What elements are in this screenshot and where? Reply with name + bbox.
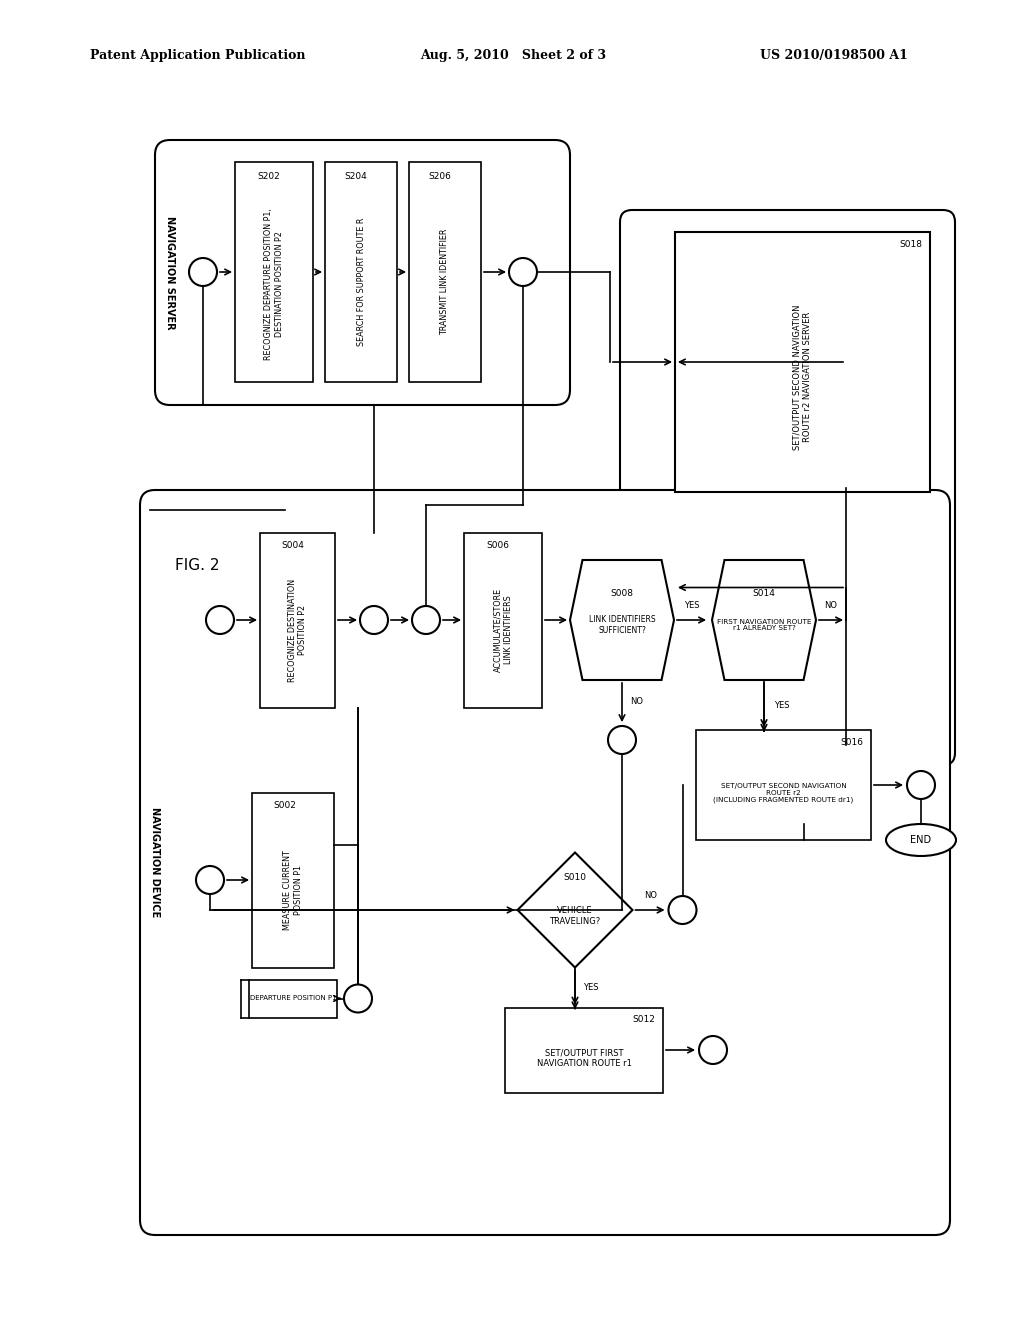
Text: S018: S018 [899, 240, 922, 249]
Ellipse shape [886, 824, 956, 855]
Text: DEPARTURE POSITION P1: DEPARTURE POSITION P1 [250, 995, 336, 1002]
Text: NO: NO [644, 891, 657, 900]
Bar [325, 162, 397, 381]
Text: S202: S202 [258, 172, 281, 181]
Text: LINK IDENTIFIERS
SUFFICIENT?: LINK IDENTIFIERS SUFFICIENT? [589, 615, 655, 635]
Bar [252, 792, 334, 968]
Text: YES: YES [684, 601, 699, 610]
Text: NO: NO [824, 601, 838, 610]
Text: S004: S004 [281, 540, 304, 549]
Bar [505, 1007, 663, 1093]
Text: S016: S016 [840, 738, 863, 747]
Circle shape [669, 896, 696, 924]
Text: 01: 01 [203, 875, 217, 884]
Circle shape [344, 985, 372, 1012]
Text: SEARCH FOR SUPPORT ROUTE R: SEARCH FOR SUPPORT ROUTE R [356, 218, 366, 346]
Text: 03: 03 [368, 615, 381, 624]
Text: 02: 02 [213, 615, 226, 624]
Text: 04: 04 [516, 267, 529, 277]
Circle shape [608, 726, 636, 754]
Bar [696, 730, 871, 840]
Text: 05: 05 [676, 906, 689, 915]
Text: TRANSMIT LINK IDENTIFIER: TRANSMIT LINK IDENTIFIER [440, 228, 450, 335]
Bar [464, 532, 542, 708]
Circle shape [412, 606, 440, 634]
Text: 05: 05 [914, 780, 928, 789]
Text: END: END [910, 836, 932, 845]
Bar [249, 979, 337, 1018]
Text: ACCUMULATE/STORE
LINK IDENTIFIERS: ACCUMULATE/STORE LINK IDENTIFIERS [494, 587, 513, 672]
Text: S012: S012 [632, 1015, 655, 1024]
FancyBboxPatch shape [620, 210, 955, 766]
Circle shape [189, 257, 217, 286]
Text: S010: S010 [563, 873, 587, 882]
Text: S204: S204 [345, 172, 368, 181]
Text: RECOGNIZE DESTINATION
POSITION P2: RECOGNIZE DESTINATION POSITION P2 [288, 578, 307, 681]
Text: SET/OUTPUT FIRST
NAVIGATION ROUTE r1: SET/OUTPUT FIRST NAVIGATION ROUTE r1 [537, 1048, 632, 1068]
Bar [260, 532, 335, 708]
Text: YES: YES [583, 983, 598, 993]
Bar [675, 232, 930, 492]
Text: S006: S006 [486, 540, 510, 549]
FancyBboxPatch shape [140, 490, 950, 1236]
Text: NAVIGATION DEVICE: NAVIGATION DEVICE [150, 808, 160, 917]
Text: 05: 05 [615, 735, 629, 744]
Circle shape [206, 606, 234, 634]
Text: US 2010/0198500 A1: US 2010/0198500 A1 [760, 49, 908, 62]
Text: SET/OUTPUT SECOND NAVIGATION
ROUTE r2
(INCLUDING FRAGMENTED ROUTE dr1): SET/OUTPUT SECOND NAVIGATION ROUTE r2 (I… [714, 783, 854, 804]
Text: S206: S206 [429, 172, 452, 181]
Polygon shape [570, 560, 674, 680]
Bar [409, 162, 481, 381]
Circle shape [699, 1036, 727, 1064]
Polygon shape [712, 560, 816, 680]
Text: NO: NO [630, 697, 643, 706]
Text: S014: S014 [753, 589, 775, 598]
Text: Aug. 5, 2010   Sheet 2 of 3: Aug. 5, 2010 Sheet 2 of 3 [420, 49, 606, 62]
FancyBboxPatch shape [155, 140, 570, 405]
Text: FIRST NAVIGATION ROUTE
r1 ALREADY SET?: FIRST NAVIGATION ROUTE r1 ALREADY SET? [717, 619, 811, 631]
Text: 03: 03 [351, 994, 365, 1003]
Polygon shape [517, 853, 633, 968]
Circle shape [509, 257, 537, 286]
Text: VEHICLE
TRAVELING?: VEHICLE TRAVELING? [549, 907, 601, 925]
Circle shape [196, 866, 224, 894]
Text: MEASURE CURRENT
POSITION P1: MEASURE CURRENT POSITION P1 [284, 850, 303, 929]
Circle shape [360, 606, 388, 634]
Circle shape [907, 771, 935, 799]
Text: YES: YES [774, 701, 790, 710]
Text: S002: S002 [273, 800, 296, 809]
Text: RECOGNIZE DEPARTURE POSITION P1,
DESTINATION POSITION P2: RECOGNIZE DEPARTURE POSITION P1, DESTINA… [264, 209, 284, 360]
Text: S008: S008 [610, 589, 634, 598]
Bar [234, 162, 313, 381]
Text: SET/OUTPUT SECOND NAVIGATION
ROUTE r2 NAVIGATION SERVER: SET/OUTPUT SECOND NAVIGATION ROUTE r2 NA… [793, 304, 812, 450]
Text: 04: 04 [419, 615, 433, 624]
Text: Patent Application Publication: Patent Application Publication [90, 49, 305, 62]
Text: FIG. 2: FIG. 2 [175, 557, 219, 573]
Text: NAVIGATION SERVER: NAVIGATION SERVER [165, 215, 175, 329]
Text: 03: 03 [197, 267, 210, 277]
Text: 05: 05 [707, 1045, 720, 1055]
